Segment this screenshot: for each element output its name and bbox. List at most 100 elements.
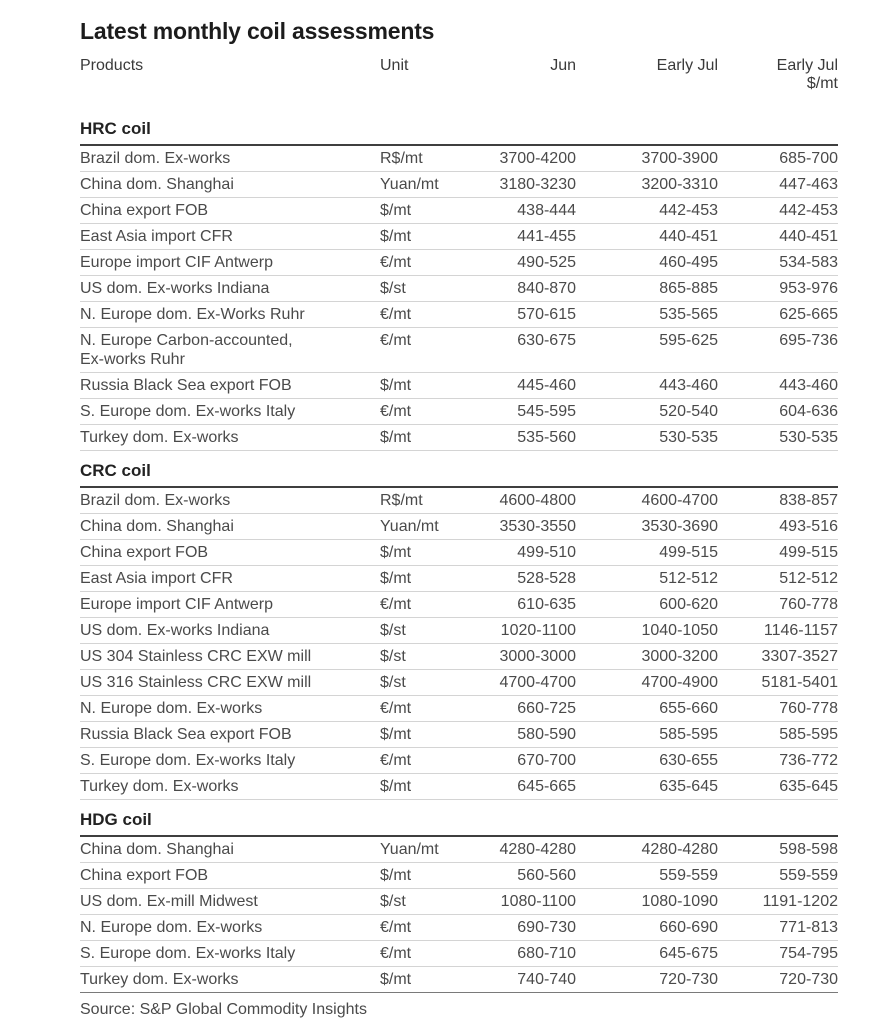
jun-cell: 445-460 [517, 377, 576, 394]
product-cell-line1: Russia Black Sea export FOB [80, 726, 292, 743]
product-cell-line1: East Asia import CFR [80, 570, 233, 587]
table-row: Turkey dom. Ex-works $/mt 535-560 530-53… [80, 425, 838, 451]
table-section: HDG coil China dom. Shanghai Yuan/mt 428… [80, 800, 838, 993]
early-jul-cell: 442-453 [659, 202, 718, 219]
product-cell-line1: Turkey dom. Ex-works [80, 778, 239, 795]
table-row: S. Europe dom. Ex-works Italy €/mt 680-7… [80, 941, 838, 967]
early-jul-cell: 520-540 [659, 403, 718, 420]
jun-cell: 660-725 [517, 700, 576, 717]
unit-cell: Yuan/mt [380, 176, 439, 193]
product-cell-line1: Europe import CIF Antwerp [80, 596, 273, 613]
product-cell-line1: S. Europe dom. Ex-works Italy [80, 403, 296, 420]
jun-cell: 560-560 [517, 867, 576, 884]
early-jul-cell: 443-460 [659, 377, 718, 394]
jun-cell: 645-665 [517, 778, 576, 795]
jun-cell: 630-675 [517, 332, 576, 349]
jun-cell: 441-455 [517, 228, 576, 245]
product-cell-line1: East Asia import CFR [80, 228, 233, 245]
early-jul-cell: 660-690 [659, 919, 718, 936]
early-jul-usd-cell: 695-736 [779, 332, 838, 349]
table-row: Turkey dom. Ex-works $/mt 645-665 635-64… [80, 774, 838, 800]
table-row: S. Europe dom. Ex-works Italy €/mt 545-5… [80, 399, 838, 425]
early-jul-usd-cell: 1191-1202 [762, 893, 838, 910]
early-jul-cell: 585-595 [659, 726, 718, 743]
section-rows: China dom. Shanghai Yuan/mt 4280-4280 42… [80, 837, 838, 993]
unit-cell: $/st [380, 280, 406, 297]
product-cell: East Asia import CFR [80, 227, 380, 246]
product-cell-line1: US dom. Ex-mill Midwest [80, 893, 258, 910]
early-jul-usd-cell: 3307-3527 [761, 648, 838, 665]
early-jul-cell: 3200-3310 [641, 176, 718, 193]
jun-cell: 610-635 [517, 596, 576, 613]
early-jul-usd-cell: 534-583 [779, 254, 838, 271]
unit-cell: $/mt [380, 377, 412, 394]
product-cell-line1: US 304 Stainless CRC EXW mill [80, 648, 312, 665]
table-row: East Asia import CFR $/mt 441-455 440-45… [80, 224, 838, 250]
table-row: China dom. Shanghai Yuan/mt 3180-3230 32… [80, 172, 838, 198]
product-cell-line1: US dom. Ex-works Indiana [80, 622, 270, 639]
table-row: Brazil dom. Ex-works R$/mt 4600-4800 460… [80, 488, 838, 514]
unit-cell: €/mt [380, 919, 412, 936]
unit-cell: $/mt [380, 429, 412, 446]
table-section: HRC coil Brazil dom. Ex-works R$/mt 3700… [80, 109, 838, 451]
table-row: US dom. Ex-works Indiana $/st 840-870 86… [80, 276, 838, 302]
early-jul-usd-cell: 771-813 [779, 919, 838, 936]
product-cell: Turkey dom. Ex-works [80, 970, 380, 989]
product-cell: US dom. Ex-mill Midwest [80, 892, 380, 911]
table-row: Brazil dom. Ex-works R$/mt 3700-4200 370… [80, 146, 838, 172]
product-cell-line1: China dom. Shanghai [80, 841, 234, 858]
jun-cell: 545-595 [517, 403, 576, 420]
table-row: Russia Black Sea export FOB $/mt 445-460… [80, 373, 838, 399]
section-title: HDG coil [80, 800, 838, 837]
early-jul-usd-cell: 530-535 [779, 429, 838, 446]
early-jul-cell: 3530-3690 [641, 518, 718, 535]
table-row: N. Europe dom. Ex-works €/mt 660-725 655… [80, 696, 838, 722]
product-cell: China dom. Shanghai [80, 175, 380, 194]
product-cell-line1: Brazil dom. Ex-works [80, 492, 231, 509]
product-cell-line2: Ex-works Ruhr [80, 351, 185, 368]
table-row: US dom. Ex-works Indiana $/st 1020-1100 … [80, 618, 838, 644]
col-header-early-jul-usd-line1: Early Jul [776, 57, 838, 74]
early-jul-cell: 865-885 [659, 280, 718, 297]
table-row: N. Europe dom. Ex-works €/mt 690-730 660… [80, 915, 838, 941]
early-jul-usd-cell: 736-772 [779, 752, 838, 769]
unit-cell: $/mt [380, 570, 412, 587]
unit-cell: $/mt [380, 202, 412, 219]
jun-cell: 3700-4200 [499, 150, 576, 167]
jun-cell: 840-870 [517, 280, 576, 297]
early-jul-usd-cell: 1146-1157 [763, 622, 838, 639]
early-jul-usd-cell: 512-512 [779, 570, 838, 587]
early-jul-usd-cell: 604-636 [779, 403, 838, 420]
table-row: China dom. Shanghai Yuan/mt 4280-4280 42… [80, 837, 838, 863]
table-row: Europe import CIF Antwerp €/mt 610-635 6… [80, 592, 838, 618]
early-jul-usd-cell: 5181-5401 [761, 674, 838, 691]
jun-cell: 580-590 [517, 726, 576, 743]
early-jul-cell: 535-565 [659, 306, 718, 323]
table-header-row: Products Unit Jun Early Jul Early Jul $/… [80, 57, 838, 109]
early-jul-cell: 4280-4280 [641, 841, 718, 858]
early-jul-cell: 645-675 [659, 945, 718, 962]
unit-cell: €/mt [380, 752, 412, 769]
jun-cell: 438-444 [517, 202, 576, 219]
early-jul-usd-cell: 447-463 [779, 176, 838, 193]
jun-cell: 4280-4280 [499, 841, 576, 858]
page-title: Latest monthly coil assessments [80, 18, 435, 44]
product-cell: China export FOB [80, 866, 380, 885]
product-cell-line1: China export FOB [80, 867, 209, 884]
product-cell-line1: China dom. Shanghai [80, 176, 234, 193]
early-jul-cell: 1040-1050 [641, 622, 718, 639]
early-jul-usd-cell: 440-451 [779, 228, 838, 245]
table-row: N. Europe Carbon-accounted, Ex-works Ruh… [80, 328, 838, 373]
product-cell: S. Europe dom. Ex-works Italy [80, 402, 380, 421]
jun-cell: 4600-4800 [499, 492, 576, 509]
product-cell: China export FOB [80, 201, 380, 220]
early-jul-usd-cell: 720-730 [779, 971, 838, 988]
table-row: China export FOB $/mt 499-510 499-515 49… [80, 540, 838, 566]
unit-cell: $/st [380, 622, 406, 639]
product-cell-line1: N. Europe dom. Ex-Works Ruhr [80, 306, 305, 323]
product-cell: Europe import CIF Antwerp [80, 253, 380, 272]
jun-cell: 740-740 [517, 971, 576, 988]
early-jul-cell: 440-451 [659, 228, 718, 245]
product-cell: N. Europe Carbon-accounted, Ex-works Ruh… [80, 331, 380, 369]
product-cell-line1: S. Europe dom. Ex-works Italy [80, 945, 296, 962]
